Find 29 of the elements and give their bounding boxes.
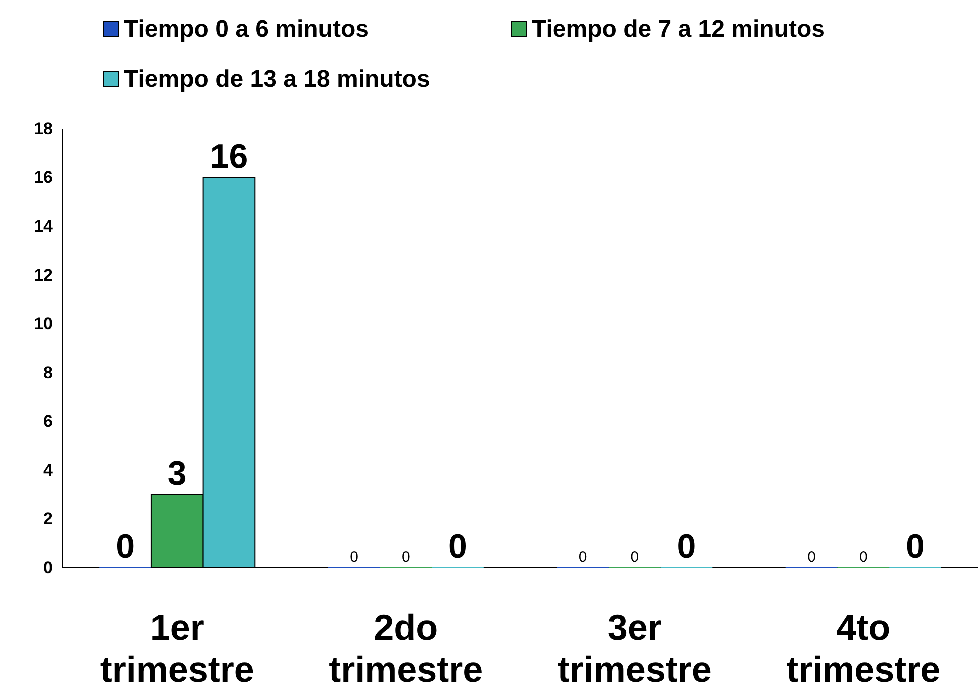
y-tick-label: 8: [44, 363, 53, 382]
legend-label: Tiempo de 13 a 18 minutos: [124, 66, 430, 93]
data-label: 0: [402, 549, 410, 566]
data-label: 0: [350, 549, 358, 566]
data-label: 0: [808, 549, 816, 566]
x-tick-label: 2do trimestre: [329, 607, 484, 690]
legend-label: Tiempo 0 a 6 minutos: [124, 16, 369, 43]
data-label: 0: [677, 528, 696, 566]
data-label: 0: [116, 528, 135, 566]
x-tick-label: 1er trimestre: [100, 607, 254, 690]
y-tick-label: 6: [44, 412, 53, 432]
data-label: 0: [630, 549, 640, 566]
x-tick-label: 3er trimestre: [558, 607, 712, 690]
y-tick-label: 14: [34, 216, 54, 236]
data-label: 0: [448, 528, 468, 566]
x-tick-label: 4to trimestre: [786, 607, 941, 690]
data-label: 0: [859, 549, 868, 566]
y-tick-label: 2: [44, 510, 53, 529]
y-tick-label: 4: [44, 460, 54, 480]
data-label: 3: [168, 454, 187, 493]
y-tick-label: 16: [34, 168, 53, 188]
y-tick-label: 12: [34, 266, 53, 285]
legend-label: Tiempo de 7 a 12 minutos: [532, 16, 825, 43]
data-label: 16: [210, 138, 248, 176]
data-label: 0: [906, 528, 925, 566]
y-tick-label: 10: [34, 314, 53, 334]
y-tick-label: 18: [34, 119, 53, 138]
y-tick-label: 0: [44, 558, 53, 578]
data-label: 0: [578, 549, 588, 566]
